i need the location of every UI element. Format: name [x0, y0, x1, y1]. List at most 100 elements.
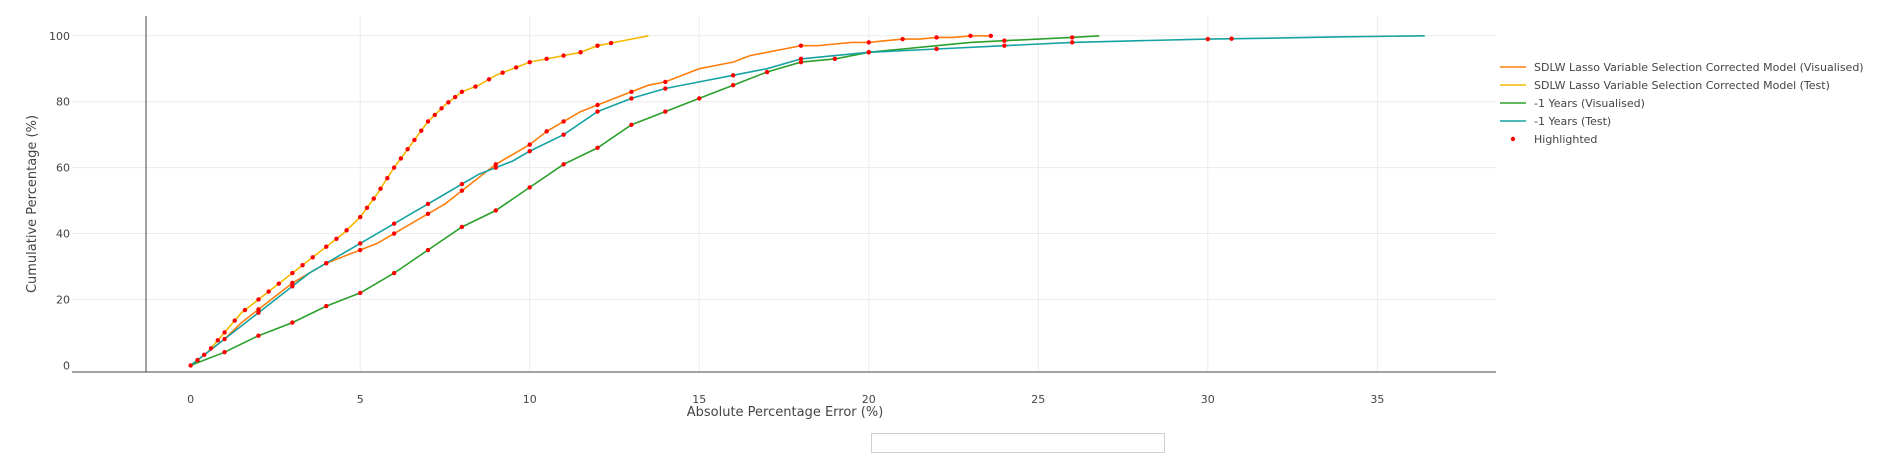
- highlight-point: [256, 310, 261, 315]
- highlight-point: [446, 100, 451, 105]
- highlight-point: [371, 196, 376, 201]
- x-tick-label: 25: [1031, 393, 1045, 406]
- highlight-point: [364, 205, 370, 211]
- highlight-point: [832, 56, 838, 62]
- highlight-point: [866, 40, 871, 45]
- x-tick-label: 15: [692, 393, 706, 406]
- highlight-point: [663, 86, 668, 91]
- highlight-point: [544, 129, 549, 134]
- highlight-point: [256, 333, 261, 338]
- highlight-point: [527, 148, 532, 154]
- tick-labels: 0 5 10 15 20 25 30 35 0 20 40 60 80 100: [49, 30, 1384, 406]
- highlight-point: [866, 50, 871, 55]
- highlight-point: [629, 122, 634, 127]
- highlight-point: [595, 43, 600, 48]
- highlight-point: [208, 346, 214, 351]
- highlight-point: [561, 53, 566, 58]
- highlight-point: [222, 336, 227, 342]
- highlight-point: [473, 84, 478, 89]
- highlight-point: [256, 307, 261, 312]
- highlight-point: [459, 181, 465, 187]
- highlight-point: [500, 70, 505, 75]
- highlight-point: [1069, 40, 1075, 45]
- legend: SDLW Lasso Variable Selection Corrected …: [1500, 61, 1864, 146]
- highlight-point: [290, 280, 295, 286]
- highlight-point: [459, 224, 465, 230]
- highlight-point: [595, 109, 600, 114]
- legend-label-highlighted: Highlighted: [1534, 133, 1597, 146]
- highlight-point: [202, 352, 207, 358]
- x-tick-label: 10: [523, 393, 537, 406]
- highlight-point: [493, 162, 499, 167]
- highlight-point: [232, 318, 237, 323]
- highlight-point: [300, 263, 305, 268]
- y-tick-label: 40: [56, 228, 70, 241]
- highlight-point: [357, 290, 363, 296]
- highlight-point: [357, 247, 363, 253]
- highlight-point: [595, 145, 600, 151]
- highlight-point: [934, 35, 939, 40]
- highlight-point: [513, 65, 519, 70]
- legend-label-0: SDLW Lasso Variable Selection Corrected …: [1534, 61, 1864, 74]
- highlight-point: [357, 241, 363, 246]
- highlight-point: [425, 201, 431, 207]
- highlight-point: [968, 33, 973, 38]
- x-tick-label: 5: [357, 393, 364, 406]
- highlight-point: [730, 83, 736, 88]
- legend-swatch-highlighted: [1510, 136, 1516, 142]
- highlight-point: [439, 106, 444, 111]
- highlight-point: [334, 236, 339, 242]
- highlight-point: [459, 89, 465, 95]
- highlight-point: [385, 175, 390, 181]
- highlight-point: [357, 214, 363, 220]
- legend-label-1: SDLW Lasso Variable Selection Corrected …: [1534, 79, 1830, 92]
- highlight-point: [663, 79, 668, 85]
- highlight-point: [242, 307, 248, 313]
- highlight-point: [629, 96, 634, 101]
- highlight-point: [561, 162, 566, 167]
- highlight-point: [405, 146, 410, 152]
- highlight-point: [595, 102, 600, 108]
- highlight-point: [608, 40, 614, 46]
- highlight-point: [1205, 36, 1211, 42]
- highlight-point: [222, 330, 227, 335]
- highlight-point: [425, 247, 431, 253]
- highlight-point: [1002, 43, 1007, 48]
- highlight-point: [527, 59, 532, 65]
- highlight-point: [324, 303, 329, 309]
- highlight-point: [276, 281, 282, 286]
- x-tick-label: 0: [187, 393, 194, 406]
- axes: [72, 16, 1496, 373]
- highlight-point: [486, 77, 492, 82]
- highlight-point: [578, 50, 583, 55]
- highlight-point: [432, 112, 437, 118]
- highlight-point: [344, 228, 349, 233]
- highlight-point: [1002, 38, 1007, 43]
- highlight-point: [290, 270, 295, 276]
- highlight-point: [988, 33, 994, 38]
- highlight-point: [561, 119, 566, 124]
- highlight-point: [215, 338, 220, 343]
- legend-label-3: -1 Years (Test): [1534, 115, 1611, 128]
- highlight-point: [425, 119, 431, 124]
- highlight-point: [425, 211, 431, 216]
- y-tick-label: 0: [63, 359, 70, 372]
- highlight-point: [527, 185, 532, 190]
- x-axis-title: Absolute Percentage Error (%): [687, 405, 884, 420]
- highlight-point: [561, 132, 566, 137]
- highlight-point: [1229, 36, 1234, 41]
- highlight-point: [391, 221, 397, 226]
- highlight-point: [310, 255, 315, 260]
- highlight-point: [419, 128, 424, 133]
- y-tick-label: 100: [49, 30, 70, 43]
- grid: [72, 16, 1496, 372]
- y-tick-label: 20: [56, 293, 70, 306]
- series-line-2: [190, 35, 1100, 367]
- highlight-point: [798, 43, 804, 48]
- highlight-point: [527, 142, 532, 147]
- highlight-point: [764, 69, 770, 75]
- range-slider-box[interactable]: [871, 433, 1165, 453]
- series-line-1: [190, 35, 649, 367]
- y-axis-title: Cumulative Percentage (%): [25, 115, 40, 293]
